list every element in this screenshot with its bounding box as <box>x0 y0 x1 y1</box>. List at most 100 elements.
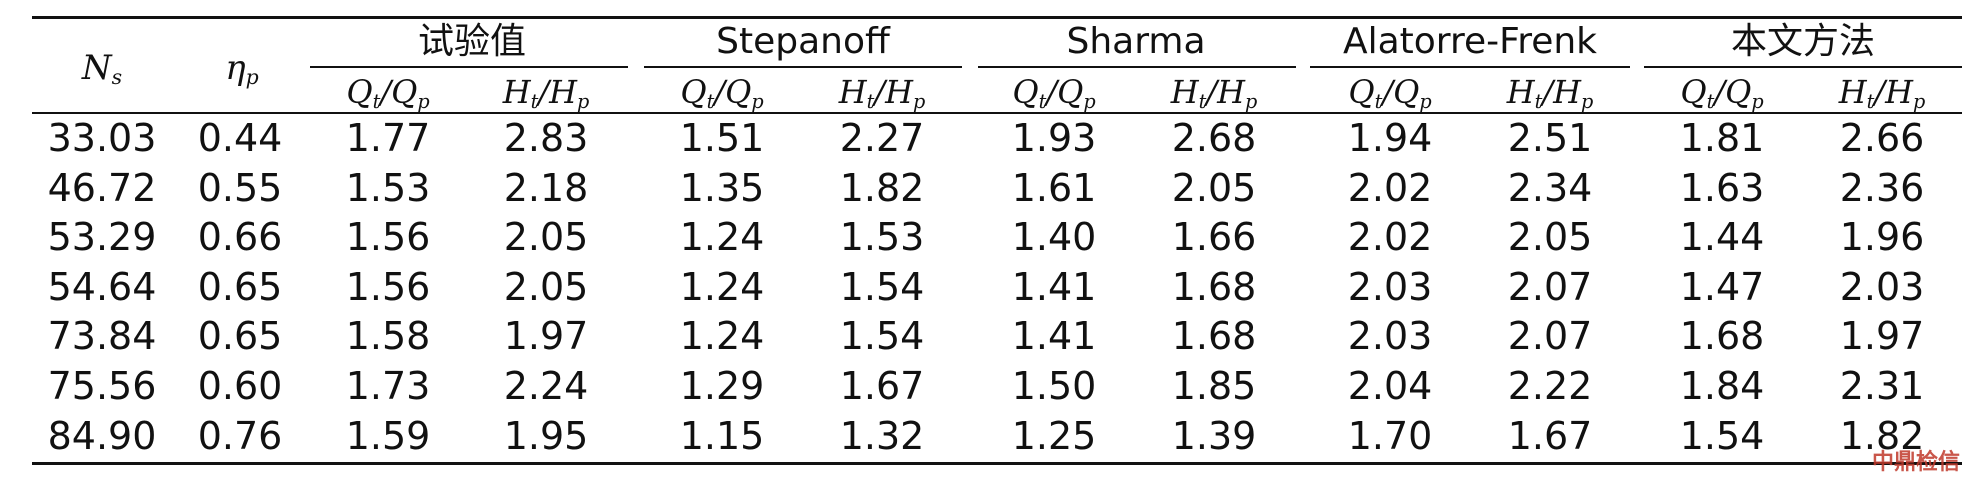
table-cell: 1.96 <box>1839 215 1925 260</box>
group-title-sharma: Sharma <box>1066 21 1206 62</box>
table-cell: 1.85 <box>1171 364 1257 408</box>
table-cell: 2.03 <box>1839 264 1925 309</box>
table-cell: 1.70 <box>1347 413 1433 458</box>
table-cell: 1.73 <box>345 364 431 408</box>
table-cell: 1.97 <box>1839 314 1925 359</box>
table-cell: 1.66 <box>1171 215 1257 260</box>
table-cell: 1.47 <box>1679 264 1765 309</box>
subheader-flow-ratio: Qt/Qp <box>680 73 764 113</box>
watermark: 中鼎检信 <box>1871 450 1960 475</box>
table-cell: 1.54 <box>839 264 925 309</box>
table-cell: 1.81 <box>1679 116 1765 160</box>
table-cell: 0.60 <box>197 364 283 408</box>
table-cell: 2.07 <box>1507 314 1593 359</box>
group-title-test: 试验值 <box>417 21 526 62</box>
table-cell: 2.22 <box>1507 364 1593 408</box>
table-cell: 1.35 <box>679 165 765 210</box>
table-cell: 2.27 <box>839 116 925 160</box>
table-cell: 2.07 <box>1507 264 1593 309</box>
table-cell: 84.90 <box>47 413 157 458</box>
table-cell: 2.31 <box>1839 364 1925 408</box>
table-cell: 2.02 <box>1347 215 1433 260</box>
subheader-flow-ratio: Qt/Qp <box>1680 73 1764 113</box>
table-cell: 0.65 <box>197 314 283 359</box>
subheader-flow-ratio: Qt/Qp <box>1348 73 1432 113</box>
table-cell: 1.77 <box>345 116 431 160</box>
table-cell: 1.59 <box>345 413 431 458</box>
table-cell: 75.56 <box>47 364 157 408</box>
table-cell: 54.64 <box>47 264 157 309</box>
subheader-head-ratio: Ht/Hp <box>838 73 926 113</box>
table-cell: 1.54 <box>1679 413 1765 458</box>
table-cell: 1.82 <box>1839 413 1925 458</box>
group-line-test <box>310 66 628 68</box>
table-cell: 2.83 <box>503 116 589 160</box>
table-cell: 1.25 <box>1011 413 1097 458</box>
table-cell: 73.84 <box>47 314 157 359</box>
group-title-alatorre-frenk: Alatorre-Frenk <box>1342 21 1598 62</box>
subheader-head-ratio: Ht/Hp <box>502 73 590 113</box>
table-cell: 1.54 <box>839 314 925 359</box>
header-eta: ηp <box>225 48 259 90</box>
table-cell: 2.05 <box>503 264 589 309</box>
group-line-proposed <box>1644 66 1962 68</box>
table-cell: 1.68 <box>1171 264 1257 309</box>
table-cell: 2.05 <box>503 215 589 260</box>
table-cell: 1.95 <box>503 413 589 458</box>
table-cell: 1.97 <box>503 314 589 359</box>
table-cell: 1.39 <box>1171 413 1257 458</box>
table-cell: 1.67 <box>839 364 925 408</box>
table-cell: 1.44 <box>1679 215 1765 260</box>
table-cell: 2.24 <box>503 364 589 408</box>
table-cell: 1.67 <box>1507 413 1593 458</box>
subheader-flow-ratio: Qt/Qp <box>1012 73 1096 113</box>
table-cell: 0.76 <box>197 413 283 458</box>
table-cell: 1.15 <box>679 413 765 458</box>
table-cell: 2.02 <box>1347 165 1433 210</box>
subheader-head-ratio: Ht/Hp <box>1506 73 1594 113</box>
table-cell: 2.68 <box>1171 116 1257 160</box>
table-cell: 0.65 <box>197 264 283 309</box>
table-cell: 1.61 <box>1011 165 1097 210</box>
table-cell: 1.24 <box>679 314 765 359</box>
table-cell: 1.68 <box>1171 314 1257 359</box>
group-line-stepanoff <box>644 66 962 68</box>
table-cell: 53.29 <box>47 215 157 260</box>
table-cell: 2.04 <box>1347 364 1433 408</box>
table-cell: 1.56 <box>345 264 431 309</box>
table-cell: 2.66 <box>1839 116 1925 160</box>
table-cell: 1.56 <box>345 215 431 260</box>
table-cell: 46.72 <box>47 165 157 210</box>
subheader-head-ratio: Ht/Hp <box>1838 73 1926 113</box>
table-cell: 2.34 <box>1507 165 1593 210</box>
header-rule <box>32 112 1962 114</box>
subheader-head-ratio: Ht/Hp <box>1170 73 1258 113</box>
table-cell: 1.24 <box>679 215 765 260</box>
table-cell: 0.66 <box>197 215 283 260</box>
group-line-alatorre-frenk <box>1310 66 1630 68</box>
table-cell: 1.41 <box>1011 314 1097 359</box>
table-cell: 1.63 <box>1679 165 1765 210</box>
group-title-stepanoff: Stepanoff <box>716 21 890 62</box>
table-cell: 1.29 <box>679 364 765 408</box>
table-cell: 1.41 <box>1011 264 1097 309</box>
bottom-rule <box>32 462 1962 465</box>
table-cell: 1.84 <box>1679 364 1765 408</box>
table-cell: 1.58 <box>345 314 431 359</box>
table-cell: 1.93 <box>1011 116 1097 160</box>
table-cell: 1.53 <box>839 215 925 260</box>
table-cell: 1.68 <box>1679 314 1765 359</box>
table-cell: 2.51 <box>1507 116 1593 160</box>
table-cell: 1.32 <box>839 413 925 458</box>
table-cell: 2.05 <box>1507 215 1593 260</box>
table-cell: 1.51 <box>679 116 765 160</box>
table-cell: 0.55 <box>197 165 283 210</box>
table-cell: 2.36 <box>1839 165 1925 210</box>
table-cell: 2.18 <box>503 165 589 210</box>
header-ns: Ns <box>81 48 123 90</box>
table-cell: 1.82 <box>839 165 925 210</box>
table-cell: 1.40 <box>1011 215 1097 260</box>
group-line-sharma <box>978 66 1296 68</box>
group-title-proposed: 本文方法 <box>1730 21 1875 62</box>
table-cell: 1.24 <box>679 264 765 309</box>
